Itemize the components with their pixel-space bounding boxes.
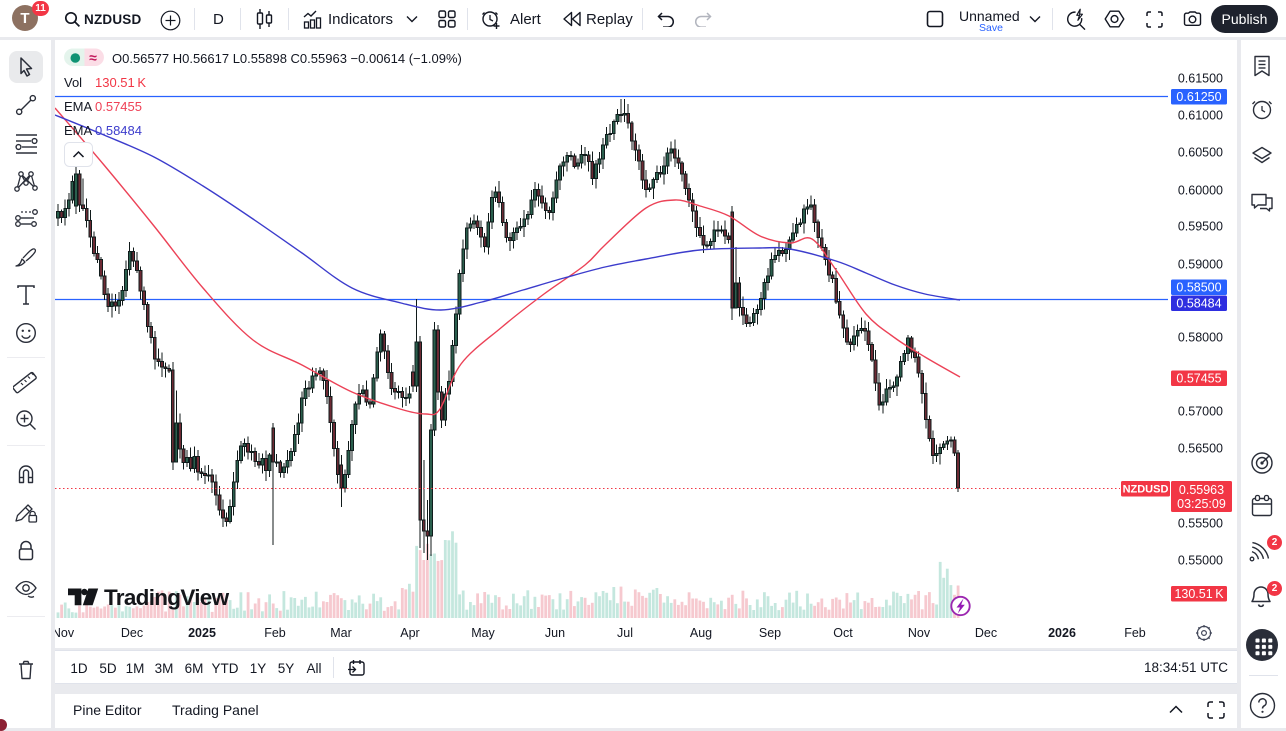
- svg-text:0.55500: 0.55500: [1178, 517, 1223, 531]
- svg-text:Nov: Nov: [908, 626, 931, 640]
- svg-text:2026: 2026: [1048, 626, 1076, 640]
- svg-text:Nov: Nov: [55, 626, 75, 640]
- svg-text:Oct: Oct: [833, 626, 853, 640]
- svg-text:0.59500: 0.59500: [1178, 220, 1223, 234]
- svg-text:Sep: Sep: [759, 626, 781, 640]
- svg-text:0.60500: 0.60500: [1178, 146, 1223, 160]
- svg-text:Jul: Jul: [617, 626, 633, 640]
- svg-text:May: May: [471, 626, 495, 640]
- svg-text:NZDUSD: NZDUSD: [1123, 484, 1169, 496]
- svg-text:130.51 K: 130.51 K: [1174, 587, 1224, 601]
- svg-text:O0.56577 H0.56617 L0.55898 C0.: O0.56577 H0.56617 L0.55898 C0.55963 −0.0…: [112, 51, 462, 66]
- svg-text:0.57455: 0.57455: [1176, 372, 1221, 386]
- svg-text:Dec: Dec: [121, 626, 143, 640]
- svg-text:Apr: Apr: [400, 626, 419, 640]
- svg-text:Jun: Jun: [545, 626, 565, 640]
- svg-text:EMA: EMA: [64, 123, 93, 138]
- svg-text:EMA: EMA: [64, 99, 93, 114]
- svg-text:0.57455: 0.57455: [95, 99, 142, 114]
- svg-text:0.61000: 0.61000: [1178, 109, 1223, 123]
- svg-text:Feb: Feb: [264, 626, 286, 640]
- svg-text:0.58484: 0.58484: [1176, 297, 1221, 311]
- svg-text:Mar: Mar: [330, 626, 352, 640]
- svg-text:2025: 2025: [188, 626, 216, 640]
- svg-text:Aug: Aug: [690, 626, 712, 640]
- svg-text:0.55963: 0.55963: [1179, 483, 1224, 497]
- svg-text:0.61500: 0.61500: [1178, 72, 1223, 86]
- svg-text:0.60000: 0.60000: [1178, 184, 1223, 198]
- svg-text:Vol: Vol: [64, 75, 82, 90]
- svg-text:TradingView: TradingView: [104, 585, 230, 610]
- svg-text:0.61250: 0.61250: [1176, 90, 1221, 104]
- svg-text:Dec: Dec: [975, 626, 997, 640]
- svg-text:0.58500: 0.58500: [1176, 281, 1221, 295]
- svg-text:0.58000: 0.58000: [1178, 331, 1223, 345]
- svg-text:130.51 K: 130.51 K: [95, 75, 146, 90]
- svg-text:0.55000: 0.55000: [1178, 554, 1223, 568]
- svg-text:03:25:09: 03:25:09: [1177, 497, 1226, 511]
- svg-text:≈: ≈: [89, 50, 97, 66]
- svg-text:0.56500: 0.56500: [1178, 442, 1223, 456]
- svg-text:0.58484: 0.58484: [95, 123, 142, 138]
- svg-text:Feb: Feb: [1124, 626, 1146, 640]
- svg-text:0.59000: 0.59000: [1178, 258, 1223, 272]
- svg-text:0.57000: 0.57000: [1178, 405, 1223, 419]
